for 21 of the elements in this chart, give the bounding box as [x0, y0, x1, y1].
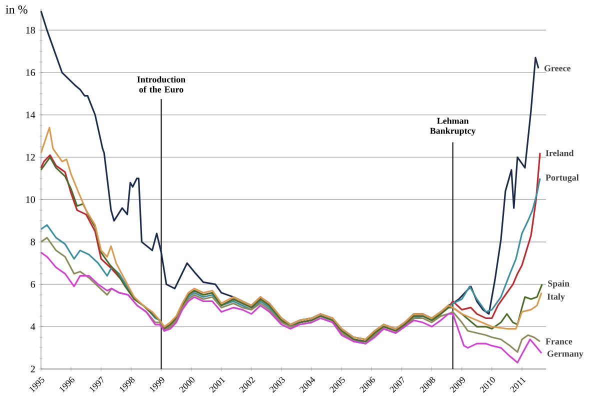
ref-line-label: Introduction of the Euro: [137, 76, 186, 92]
series-label: Ireland: [546, 150, 574, 156]
y-tick-label: 10: [26, 196, 35, 203]
series-label: Greece: [544, 65, 570, 72]
series-label: Italy: [547, 293, 565, 302]
ref-line-label: Lehman Bankruptcy: [430, 118, 476, 136]
y-tick-label: 16: [26, 69, 36, 76]
series-label: Spain: [548, 280, 570, 288]
line-series: [40, 252, 542, 364]
y-tick-label: 14: [26, 112, 36, 118]
y-tick-label: 2: [30, 366, 35, 372]
x-tick-label: 2011: [510, 377, 526, 392]
series-label: Portugal: [546, 174, 579, 183]
y-tick-label: 12: [26, 154, 35, 161]
y-axis-title: in %: [6, 6, 28, 14]
y-tick-label: 4: [30, 323, 36, 330]
y-tick-label: 6: [30, 280, 36, 288]
series-label: France: [546, 338, 572, 344]
series-label: Germany: [547, 350, 584, 359]
y-tick-label: 18: [26, 26, 35, 34]
y-tick-label: 8: [30, 238, 35, 246]
